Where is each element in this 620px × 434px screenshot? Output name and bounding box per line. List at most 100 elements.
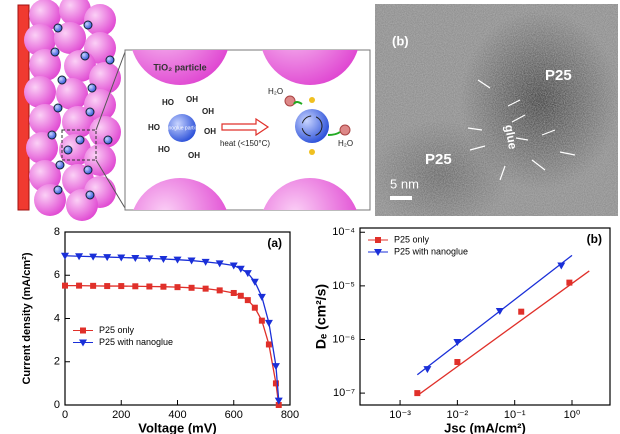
- x-tick-label: 400: [168, 409, 186, 421]
- marker: [160, 284, 166, 290]
- nanoglue-sphere: [86, 191, 94, 199]
- nanoglue-sphere: [54, 24, 62, 32]
- water-molecule: [340, 125, 350, 135]
- marker: [90, 283, 96, 289]
- nanoglue-sphere: [64, 146, 72, 154]
- x-tick-label: 800: [281, 409, 299, 421]
- x-axis-title: Jsc (mA/cm²): [444, 420, 526, 434]
- y-tick-label: 8: [54, 226, 60, 238]
- y-tick-label: 6: [54, 269, 60, 281]
- marker: [518, 309, 524, 315]
- hydroxyl-label: OH: [188, 151, 200, 160]
- y-tick-label: 10⁻⁶: [332, 333, 355, 345]
- nanoglue-sphere: [84, 166, 92, 174]
- marker: [203, 286, 209, 292]
- marker: [76, 283, 82, 289]
- panel-label: (a): [267, 236, 282, 250]
- hydroxyl-label: HO: [162, 98, 174, 107]
- particle-label: TiO₂ particle: [153, 62, 206, 72]
- marker: [189, 285, 195, 291]
- marker: [237, 266, 245, 273]
- x-tick-label: 10⁰: [564, 409, 581, 421]
- tem-scale-label: 5 nm: [390, 176, 419, 191]
- x-tick-label: 10⁻¹: [504, 409, 526, 421]
- x-tick-label: 10⁻²: [447, 409, 469, 421]
- hydroxyl-label: OH: [202, 107, 214, 116]
- tem-panel-label: (b): [392, 33, 409, 48]
- hydroxyl-label: OH: [204, 127, 216, 136]
- y-axis-title: Current density (mA/cm²): [21, 252, 33, 384]
- nanoglue-sphere: [76, 136, 84, 144]
- marker: [230, 263, 238, 270]
- marker: [217, 287, 223, 293]
- series-line: [65, 256, 279, 401]
- water-label: H₂O: [268, 87, 283, 96]
- legend-marker: [375, 237, 381, 243]
- legend-label: P25 with nanoglue: [394, 246, 468, 256]
- legend-label: P25 only: [394, 234, 430, 244]
- y-tick-label: 10⁻⁷: [333, 387, 355, 399]
- nanoglue-sphere: [51, 48, 59, 56]
- marker: [104, 283, 110, 289]
- nanoglue-label: nanoglue particle: [163, 125, 201, 131]
- y-axis-title: Dₑ (cm²/s): [313, 284, 329, 349]
- marker: [265, 320, 273, 327]
- legend-label: P25 only: [99, 325, 135, 335]
- charts: 020040060080002468Voltage (mV)Current de…: [21, 226, 610, 434]
- marker: [251, 279, 259, 286]
- marker: [245, 297, 251, 303]
- marker: [414, 390, 420, 396]
- nanoglue-sphere: [56, 161, 64, 169]
- tem-particle-label: P25: [545, 67, 572, 84]
- nanoglue-sphere: [86, 108, 94, 116]
- fit-line: [417, 271, 589, 396]
- legend-marker: [80, 328, 86, 334]
- nanoglue-sphere: [81, 52, 89, 60]
- nanoglue-sphere: [84, 21, 92, 29]
- marker: [266, 341, 272, 347]
- nanoglue-sphere: [88, 84, 96, 92]
- marker: [132, 283, 138, 289]
- marker: [252, 305, 258, 311]
- tem-scale-bar: [390, 196, 412, 200]
- x-tick-label: 10⁻³: [389, 409, 411, 421]
- hydroxyl-label: HO: [148, 123, 160, 132]
- figure: TiO₂ particle nanoglue particle HO OH OH…: [0, 0, 620, 434]
- bond-site: [309, 149, 315, 155]
- marker: [231, 290, 237, 296]
- tio2-sphere: [84, 4, 116, 36]
- nanoglue-sphere: [58, 76, 66, 84]
- fit-line: [417, 255, 572, 374]
- y-tick-label: 4: [54, 312, 60, 324]
- water-label: H₂O: [338, 139, 353, 148]
- hydroxyl-label: OH: [186, 95, 198, 104]
- water-molecule: [285, 96, 295, 106]
- marker: [238, 293, 244, 299]
- bonded-particle: [295, 109, 329, 143]
- marker: [118, 283, 124, 289]
- particle-stack: [24, 0, 121, 221]
- hydroxyl-label: HO: [158, 145, 170, 154]
- y-tick-label: 10⁻⁴: [332, 226, 355, 238]
- tem-particle-label: P25: [425, 151, 452, 168]
- bond-site: [309, 97, 315, 103]
- marker: [259, 318, 265, 324]
- tio2-sphere: [24, 76, 56, 108]
- nanoglue-sphere: [104, 136, 112, 144]
- marker: [175, 284, 181, 290]
- x-tick-label: 200: [112, 409, 130, 421]
- marker: [454, 359, 460, 365]
- y-tick-label: 0: [54, 399, 60, 411]
- schematic: TiO₂ particle nanoglue particle HO OH OH…: [18, 0, 370, 278]
- x-axis-title: Voltage (mV): [138, 420, 217, 434]
- nanoglue-sphere: [54, 186, 62, 194]
- y-tick-label: 2: [54, 356, 60, 368]
- panel-label: (b): [587, 232, 602, 246]
- nanoglue-sphere: [106, 56, 114, 64]
- marker: [146, 283, 152, 289]
- marker: [566, 280, 572, 286]
- y-tick-label: 10⁻⁵: [332, 280, 355, 292]
- legend-label: P25 with nanoglue: [99, 337, 173, 347]
- nanoglue-sphere: [54, 104, 62, 112]
- marker: [62, 283, 68, 289]
